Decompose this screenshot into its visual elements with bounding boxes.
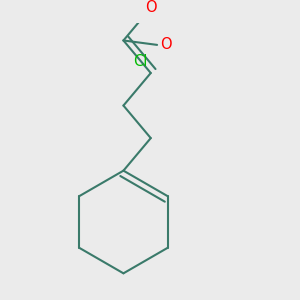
Text: O: O (145, 0, 157, 15)
Text: Cl: Cl (133, 55, 147, 70)
Text: O: O (160, 38, 172, 52)
